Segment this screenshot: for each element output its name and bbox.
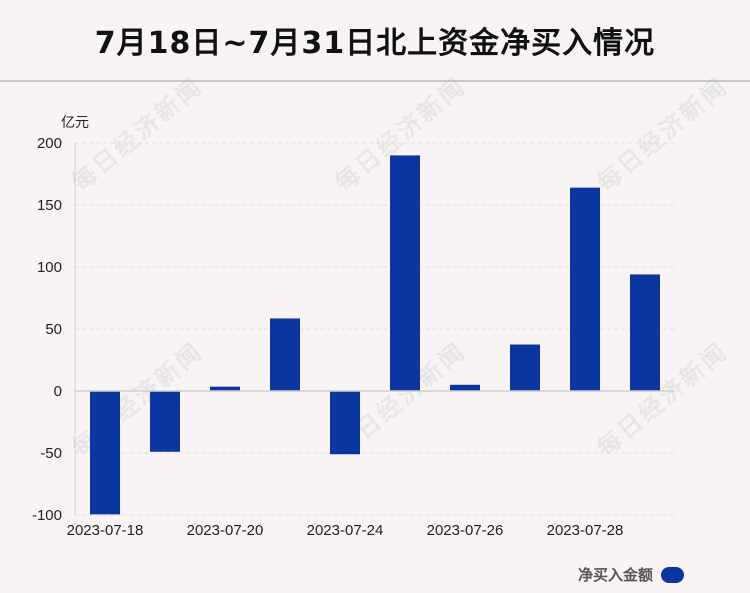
bar (90, 391, 120, 515)
title-divider (0, 80, 750, 82)
y-axis-unit: 亿元 (61, 115, 89, 131)
x-tick-label: 2023-07-26 (427, 522, 504, 539)
bar (630, 274, 660, 391)
y-tick-label: 150 (37, 197, 62, 214)
x-tick-label: 2023-07-24 (307, 522, 384, 539)
bar (390, 155, 420, 391)
chart-title: 7月18日~7月31日北上资金净买入情况 (94, 26, 656, 61)
y-tick-label: 100 (37, 259, 62, 276)
legend-label: 净买入金额 (577, 566, 653, 584)
legend: 净买入金额 (578, 564, 684, 585)
x-tick-label: 2023-07-18 (67, 522, 144, 539)
bar (330, 391, 360, 455)
bar (150, 391, 180, 452)
legend-swatch (661, 566, 684, 583)
bar (210, 386, 240, 391)
x-tick-label: 2023-07-20 (187, 522, 264, 539)
bar (450, 384, 480, 391)
y-tick-label: 0 (54, 383, 62, 400)
bar (510, 344, 540, 391)
y-tick-label: 200 (37, 135, 62, 152)
bar (570, 187, 600, 391)
bar (270, 318, 300, 391)
y-tick-label: 50 (45, 321, 62, 338)
y-tick-label: -100 (32, 507, 62, 524)
y-tick-label: -50 (40, 445, 62, 462)
x-tick-label: 2023-07-28 (547, 522, 624, 539)
